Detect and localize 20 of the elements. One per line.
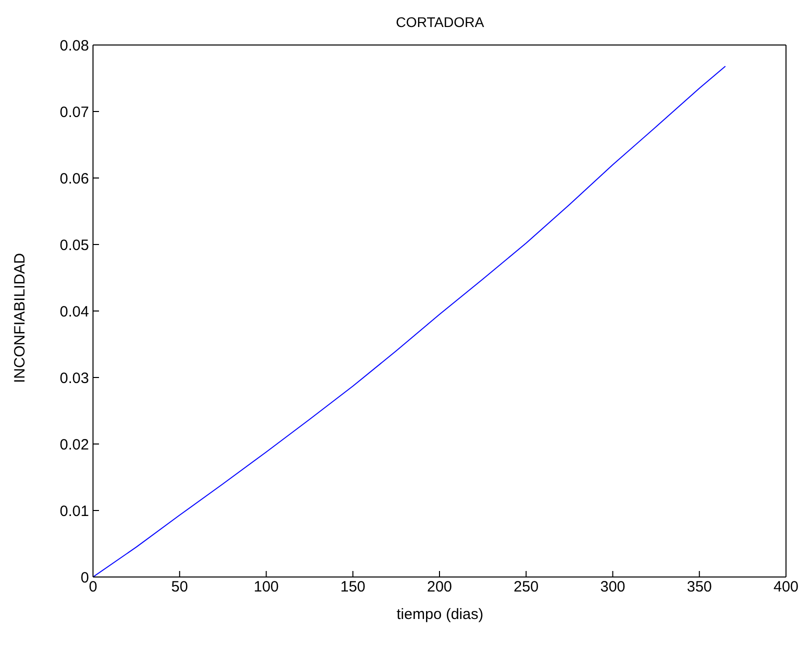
x-axis-title: tiempo (dias) (396, 606, 484, 623)
x-tick-label: 250 (514, 578, 539, 596)
y-tick-label: 0.05 (60, 236, 89, 254)
y-tick-label: 0.01 (60, 502, 89, 520)
y-tick-label: 0.08 (60, 37, 89, 54)
y-tick-label: 0.03 (60, 370, 89, 387)
x-tick-label: 350 (686, 578, 712, 596)
x-tick-label: 400 (773, 578, 799, 596)
x-tick-label: 50 (171, 578, 188, 596)
y-axis-title: INCONFIABILIDAD (12, 252, 28, 384)
y-tick-label: 0.04 (60, 303, 89, 320)
x-tick-label: 150 (340, 578, 366, 596)
line-series (93, 66, 726, 577)
x-tick-label: 300 (600, 578, 626, 596)
x-tick-label: 100 (254, 578, 279, 596)
y-tick-label: 0.07 (60, 104, 89, 121)
y-tick-label: 0.06 (60, 170, 89, 188)
x-tick-label: 200 (426, 578, 452, 596)
y-tick-label: 0.02 (60, 436, 89, 454)
chart-title: CORTADORA (394, 14, 486, 30)
